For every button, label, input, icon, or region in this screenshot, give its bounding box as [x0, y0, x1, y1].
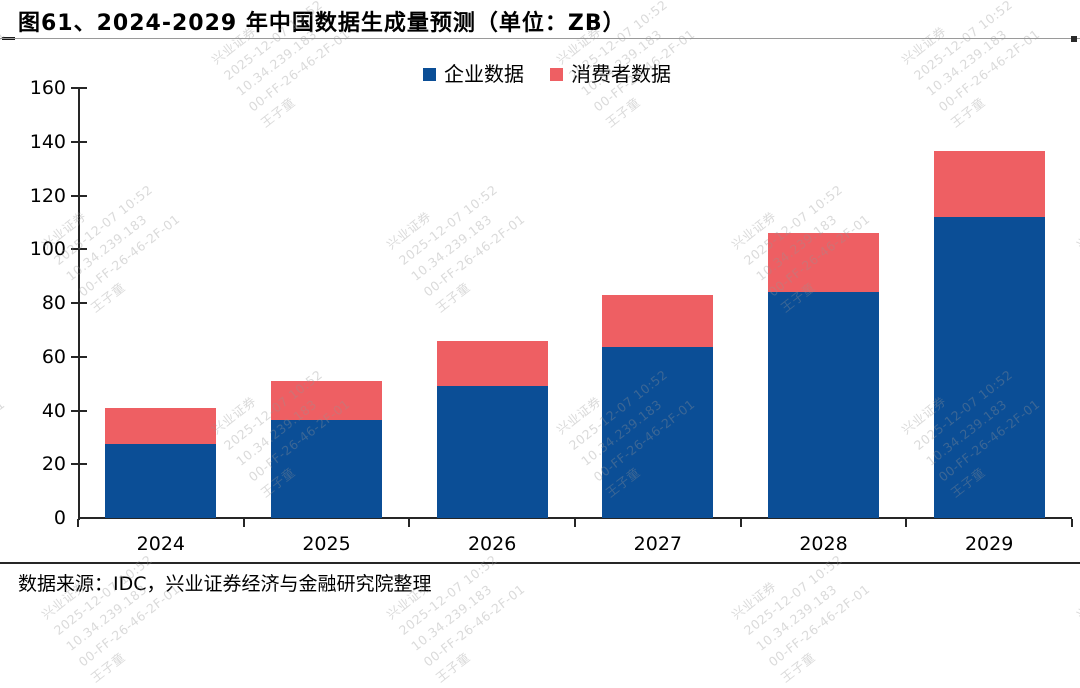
y-axis-tick [71, 463, 87, 466]
x-axis-tick [1071, 519, 1073, 527]
title-rule-right-cap [1071, 36, 1077, 42]
x-axis-tick [408, 519, 411, 527]
legend-item-enterprise: 企业数据 [423, 64, 524, 84]
bar-segment-consumer-2025 [271, 380, 382, 420]
title-rule [0, 38, 1080, 39]
y-axis-tick-label: 0 [53, 507, 66, 529]
plot-area: 0 20 40 60 80 100 120 140 160 2024 2025 2026 2027 202… [29, 77, 1073, 555]
bar-segment-consumer-2027 [602, 294, 714, 348]
footer-rule [0, 562, 1080, 564]
legend-label-enterprise: 企业数据 [444, 62, 524, 86]
bar-segment-enterprise-2024 [105, 444, 217, 518]
bar-segment-enterprise-2027 [602, 347, 714, 518]
y-axis-tick-label: 60 [41, 345, 66, 368]
y-axis-tick [71, 248, 87, 251]
x-axis-tick [905, 519, 908, 527]
x-axis-tick [242, 519, 245, 527]
source-note: 数据来源：IDC，兴业证券经济与金融研究院整理 [18, 573, 432, 595]
x-axis-line [78, 517, 1072, 519]
legend-swatch-enterprise-icon [423, 67, 436, 81]
y-axis-tick [71, 355, 87, 358]
x-axis-category-label: 2029 [964, 533, 1014, 555]
y-axis-line [78, 88, 80, 520]
x-axis-tick [574, 519, 576, 527]
y-axis-tick-label: 20 [41, 453, 66, 476]
y-axis-tick-label: 120 [29, 184, 66, 207]
y-axis-tick-label: 40 [41, 399, 66, 422]
bar-segment-consumer-2024 [105, 407, 217, 445]
x-axis-category-label: 2024 [136, 533, 185, 555]
bar-segment-enterprise-2025 [271, 419, 382, 518]
x-axis-category-label: 2025 [302, 533, 351, 555]
x-axis-category-label: 2027 [633, 533, 682, 555]
chart-title: 图61、2024-2029 年中国数据生成量预测（单位：ZB） [18, 11, 626, 36]
x-axis-category-label: 2026 [467, 533, 517, 555]
y-axis-tick-label: 160 [29, 77, 66, 99]
y-axis-tick [71, 302, 87, 304]
legend: 企业数据 消费者数据 [423, 64, 671, 84]
bar-segment-consumer-2028 [768, 233, 879, 293]
y-axis-tick-label: 100 [29, 238, 66, 261]
x-axis-category-label: 2028 [799, 533, 848, 555]
bar-segment-enterprise-2026 [436, 386, 548, 518]
y-axis-tick-label: 80 [41, 292, 66, 314]
y-axis-tick [71, 194, 87, 197]
bar-segment-consumer-2026 [436, 340, 548, 387]
x-axis-tick [739, 519, 742, 527]
legend-swatch-consumer-icon [550, 67, 563, 81]
x-axis-tick [77, 519, 79, 527]
y-axis-tick-label: 140 [29, 130, 66, 153]
y-axis-tick [71, 409, 87, 412]
legend-item-consumer: 消费者数据 [550, 64, 671, 84]
y-axis-tick [71, 140, 87, 143]
bar-segment-enterprise-2028 [768, 292, 879, 518]
bar-segment-consumer-2029 [933, 151, 1045, 217]
y-axis-tick [71, 87, 87, 89]
bar-segment-enterprise-2029 [933, 217, 1045, 518]
legend-label-consumer: 消费者数据 [571, 62, 671, 86]
